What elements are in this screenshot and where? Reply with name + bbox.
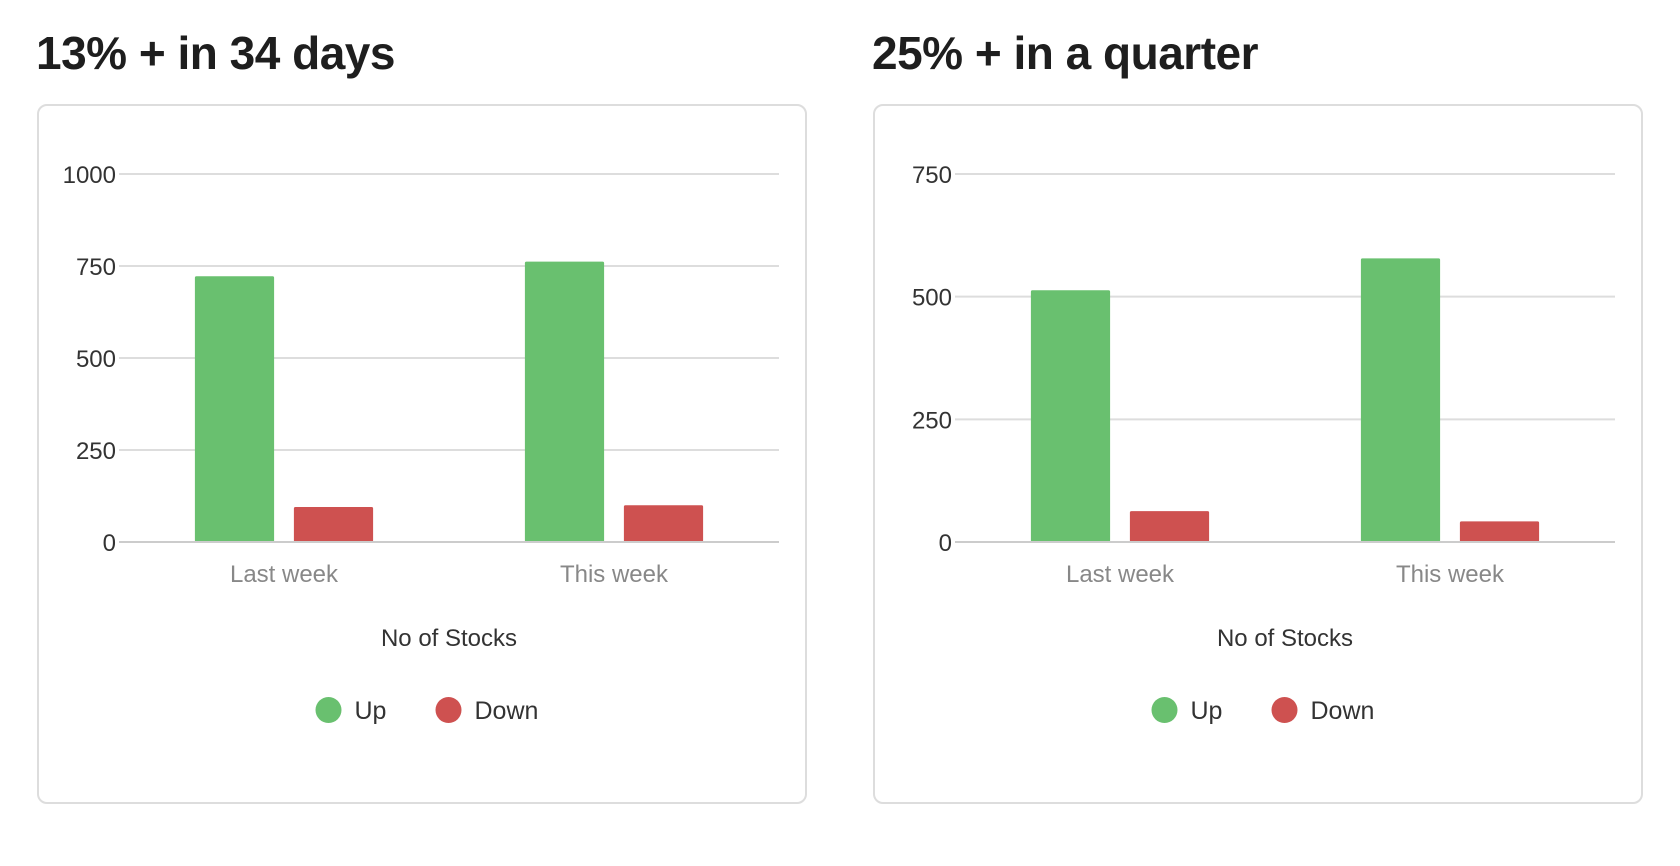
legend-marker-up: [1151, 697, 1178, 723]
x-category-label: Last week: [1066, 561, 1175, 588]
y-tick-label: 0: [103, 530, 116, 557]
x-category-label: Last week: [230, 561, 339, 588]
legend-item-down[interactable]: Down: [435, 697, 539, 725]
y-tick-label: 0: [939, 530, 952, 557]
bar-this-week-up[interactable]: [1360, 258, 1441, 542]
legend-marker-up: [315, 697, 342, 723]
legend-label: Down: [475, 697, 539, 725]
y-tick-label: 750: [76, 254, 116, 281]
legend-marker-down: [435, 697, 462, 723]
legend-marker-down: [1271, 697, 1298, 723]
y-tick-label: 500: [912, 285, 952, 312]
x-axis-title: No of Stocks: [381, 625, 517, 652]
bar-this-week-down[interactable]: [623, 505, 704, 542]
y-tick-label: 750: [912, 162, 952, 189]
bar-last-week-down[interactable]: [293, 507, 374, 542]
y-tick-label: 500: [76, 346, 116, 373]
chart-title-quarter: 25% + in a quarter: [872, 27, 1259, 79]
chart-card-quarter: 750 500 250 0 Last week This week No of Stocks…: [873, 104, 1643, 804]
legend-item-up[interactable]: Up: [315, 697, 387, 725]
legend-label: Down: [1311, 697, 1375, 725]
x-axis-title: No of Stocks: [1217, 625, 1353, 652]
bar-chart-34-days: 1000 750 500 250 0 Last week This week No of St…: [63, 162, 779, 725]
bar-this-week-down[interactable]: [1459, 521, 1540, 542]
bar-chart-quarter: 750 500 250 0 Last week This week No of Stocks…: [912, 162, 1615, 725]
chart-title-34-days: 13% + in 34 days: [36, 27, 395, 79]
bar-this-week-up[interactable]: [524, 261, 605, 542]
bar-last-week-up[interactable]: [194, 276, 275, 542]
legend-item-up[interactable]: Up: [1151, 697, 1223, 725]
bar-last-week-down[interactable]: [1129, 511, 1210, 542]
legend-item-down[interactable]: Down: [1271, 697, 1375, 725]
y-tick-label: 250: [76, 438, 116, 465]
bar-last-week-up[interactable]: [1030, 290, 1111, 542]
legend-label: Up: [1191, 697, 1223, 725]
legend-label: Up: [355, 697, 387, 725]
chart-card-34-days: 1000 750 500 250 0 Last week This week No of St…: [37, 104, 807, 804]
y-tick-label: 1000: [63, 162, 116, 189]
x-category-label: This week: [560, 561, 669, 588]
y-tick-label: 250: [912, 407, 952, 434]
x-category-label: This week: [1396, 561, 1505, 588]
